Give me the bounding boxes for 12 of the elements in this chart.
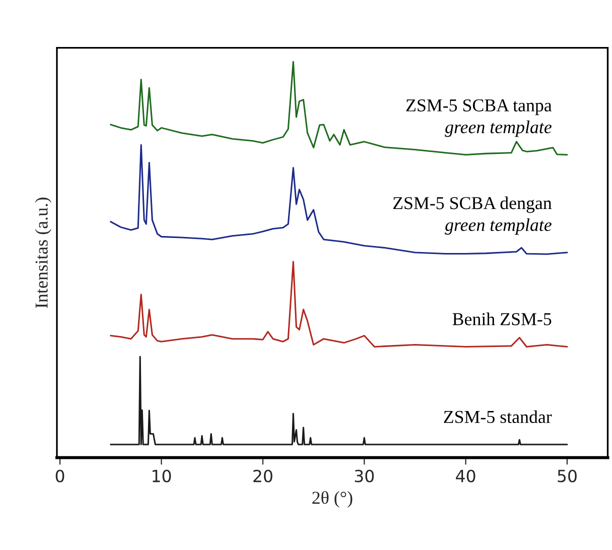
- x-tick-label: 0: [56, 470, 64, 482]
- series-label: Benih ZSM-5: [452, 312, 552, 326]
- x-tick-label: 20: [253, 470, 272, 482]
- x-tick-label: 40: [456, 470, 476, 482]
- series-label: ZSM-5 SCBA dengan green template: [393, 196, 552, 235]
- x-tick-label: 10: [152, 470, 171, 482]
- x-tick-label: 30: [354, 470, 374, 482]
- x-tick-label: 50: [558, 470, 577, 482]
- y-axis-title: Intensitas (a.u.): [34, 198, 52, 308]
- series-label: ZSM-5 standar: [444, 410, 552, 424]
- x-axis-title: 2θ (°): [312, 491, 352, 508]
- series-label: ZSM-5 SCBA tanpa green template: [406, 99, 552, 137]
